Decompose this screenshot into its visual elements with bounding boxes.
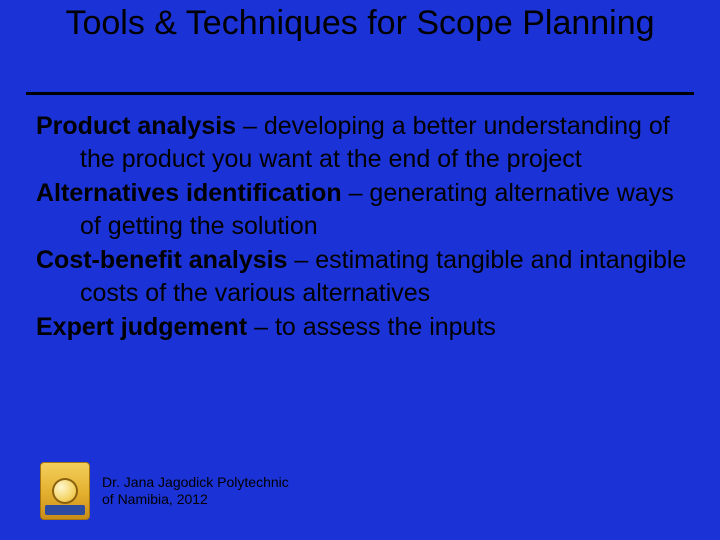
bullet-item: Product analysis – developing a better u… <box>36 110 690 175</box>
footer-line2: of Namibia, 2012 <box>102 491 289 509</box>
bullet-item: Expert judgement – to assess the inputs <box>36 311 690 344</box>
slide-title: Tools & Techniques for Scope Planning <box>0 0 720 43</box>
desc: – to assess the inputs <box>247 313 496 341</box>
crest-banner-icon <box>45 505 85 515</box>
term: Alternatives identification <box>36 179 342 207</box>
footer-line1: Dr. Jana Jagodick Polytechnic <box>102 474 289 492</box>
term: Product analysis <box>36 112 236 140</box>
bullet-item: Cost-benefit analysis – estimating tangi… <box>36 244 690 309</box>
footer-text: Dr. Jana Jagodick Polytechnic of Namibia… <box>102 474 289 509</box>
crest-sun-icon <box>52 478 78 504</box>
term: Expert judgement <box>36 313 247 341</box>
slide: Tools & Techniques for Scope Planning Pr… <box>0 0 720 540</box>
crest-icon <box>40 462 90 520</box>
bullet-item: Alternatives identification – generating… <box>36 177 690 242</box>
slide-body: Product analysis – developing a better u… <box>36 110 690 346</box>
term: Cost-benefit analysis <box>36 246 287 274</box>
title-underline <box>26 92 694 95</box>
footer: Dr. Jana Jagodick Polytechnic of Namibia… <box>40 462 289 520</box>
